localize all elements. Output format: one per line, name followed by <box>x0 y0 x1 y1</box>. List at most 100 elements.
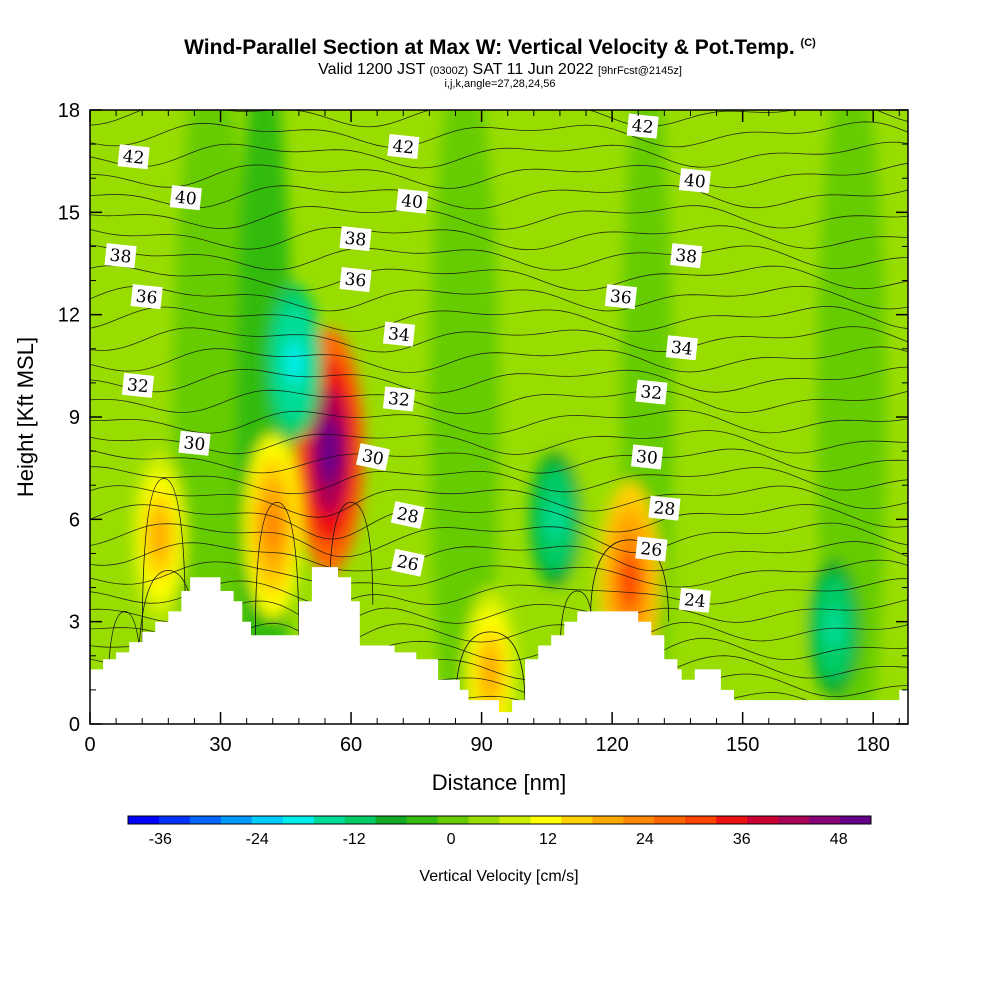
theta-contour-label-text: 36 <box>609 287 633 309</box>
theta-contour-label-text: 38 <box>674 246 698 268</box>
colorbar-swatch <box>809 816 841 824</box>
valid-time-line: Valid 1200 JST (0300Z) SAT 11 Jun 2022 [… <box>318 61 682 78</box>
colorbar-swatch <box>251 816 284 824</box>
colorbar-swatch <box>778 816 810 824</box>
colorbar-swatch <box>654 816 686 824</box>
theta-contour-line <box>90 485 908 518</box>
x-tick-label: 90 <box>470 734 492 756</box>
colorbar-tick-label: 0 <box>447 831 456 848</box>
theta-contour-line <box>90 121 908 148</box>
theta-contour-label: 42 <box>626 113 659 139</box>
theta-contour-line <box>90 225 908 251</box>
theta-contour-label-text: 30 <box>183 433 207 455</box>
theta-contour-label: 40 <box>169 185 202 211</box>
x-tick-label: 120 <box>595 734 628 756</box>
colorbar-swatch <box>189 816 222 824</box>
theta-contour-label: 30 <box>178 430 211 456</box>
colorbar-swatch <box>716 816 748 824</box>
theta-contour-label-text: 42 <box>122 147 146 169</box>
colorbar-swatch <box>282 816 315 824</box>
colorbar: -36 -24 -12 0 12 24 36 48 <box>127 815 872 848</box>
colorbar-swatch <box>623 816 655 824</box>
x-tick-label: 150 <box>726 734 759 756</box>
theta-contour-label: 32 <box>121 372 155 398</box>
theta-contour-line <box>90 409 908 435</box>
theta-contour-label-text: 40 <box>174 188 198 210</box>
y-tick-label: 12 <box>58 305 80 327</box>
theta-contour-line <box>90 578 908 606</box>
theta-contour-line <box>90 185 908 210</box>
x-tick-label: 0 <box>84 734 95 756</box>
y-tick-label: 6 <box>69 509 80 531</box>
colorbar-swatch <box>313 816 346 824</box>
theta-contour-line <box>455 631 526 707</box>
theta-contour-label-text: 32 <box>387 389 411 411</box>
colorbar-swatch <box>128 816 160 824</box>
theta-contour-label-text: 32 <box>639 382 663 404</box>
theta-contour-line <box>90 346 908 373</box>
theta-contour-label-text: 42 <box>391 136 415 158</box>
colorbar-swatch <box>344 816 377 824</box>
terrain <box>90 567 908 724</box>
theta-contour-line <box>254 501 300 639</box>
theta-contour-label-text: 30 <box>360 446 385 470</box>
theta-contour-line <box>90 504 908 540</box>
colorbar-swatch <box>561 816 593 824</box>
vv-cell-updraft <box>150 512 169 560</box>
theta-contour-label: 30 <box>356 443 390 471</box>
theta-contour-label-text: 28 <box>395 504 420 528</box>
theta-contour-line <box>90 265 908 291</box>
colorbar-tick-label: 36 <box>733 831 751 848</box>
theta-contour-label-text: 26 <box>395 552 420 576</box>
colorbar-swatch <box>685 816 717 824</box>
theta-contour-line <box>90 141 908 169</box>
colorbar-tick-label: -24 <box>246 831 269 848</box>
colorbar-tick-label: -36 <box>149 831 172 848</box>
theta-contour-label: 38 <box>670 243 703 269</box>
theta-contour-label-text: 40 <box>400 191 424 213</box>
theta-contour-label: 32 <box>635 379 668 405</box>
theta-contour-line <box>141 477 187 643</box>
colorbar-swatch <box>406 816 439 824</box>
theta-contour-label-text: 36 <box>344 269 368 291</box>
theta-contour-label-text: 40 <box>683 171 707 193</box>
colorbar-tick-label: 48 <box>830 831 848 848</box>
vv-cell-downdraft <box>546 499 565 539</box>
colorbar-swatch <box>437 816 470 824</box>
x-tick-label: 30 <box>209 734 231 756</box>
vv-cell-updraft <box>619 553 640 608</box>
theta-contour-label: 38 <box>104 243 137 269</box>
theta-contour-line <box>589 539 670 622</box>
theta-contour-label: 32 <box>382 386 416 412</box>
colorbar-swatch <box>840 816 872 824</box>
theta-contour-label-text: 28 <box>653 498 677 520</box>
vv-band <box>172 110 251 724</box>
theta-contour-label: 36 <box>604 284 638 310</box>
theta-contour-label: 30 <box>630 444 664 470</box>
colorbar-swatch <box>530 816 562 824</box>
x-tick-label: 180 <box>857 734 890 756</box>
x-tick-label: 60 <box>340 734 362 756</box>
theta-contour-label: 40 <box>678 168 711 194</box>
theta-contour-label: 26 <box>390 548 425 577</box>
theta-contour-label-text: 26 <box>639 539 663 561</box>
colorbar-tick-label: 12 <box>539 831 557 848</box>
theta-contour-line <box>90 430 908 455</box>
theta-contour-line <box>90 389 908 415</box>
colorbar-frame <box>127 815 872 825</box>
colorbar-swatch <box>375 816 408 824</box>
theta-contours <box>90 110 908 724</box>
theta-contour-label-text: 32 <box>126 375 150 397</box>
theta-contour-line <box>90 366 908 394</box>
theta-contour-label: 42 <box>387 134 420 160</box>
theta-contour-label: 36 <box>130 284 163 310</box>
theta-contour-label-text: 42 <box>631 116 655 138</box>
theta-contour-label: 28 <box>648 495 681 521</box>
theta-contour-label: 40 <box>396 188 429 214</box>
y-tick-label: 3 <box>69 612 80 634</box>
theta-contour-label-text: 34 <box>387 324 411 346</box>
theta-contour-label-text: 38 <box>344 229 368 251</box>
